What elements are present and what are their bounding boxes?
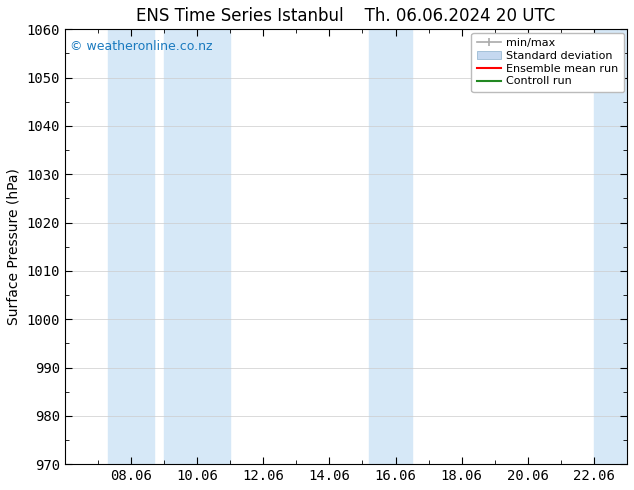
Title: ENS Time Series Istanbul    Th. 06.06.2024 20 UTC: ENS Time Series Istanbul Th. 06.06.2024 … (136, 7, 555, 25)
Y-axis label: Surface Pressure (hPa): Surface Pressure (hPa) (7, 168, 21, 325)
Text: © weatheronline.co.nz: © weatheronline.co.nz (70, 40, 213, 53)
Bar (108, 29, 154, 464)
Bar (164, 29, 230, 464)
Legend: min/max, Standard deviation, Ensemble mean run, Controll run: min/max, Standard deviation, Ensemble me… (472, 33, 624, 92)
Bar (392, 29, 412, 464)
Bar (369, 29, 392, 464)
Bar (594, 29, 627, 464)
